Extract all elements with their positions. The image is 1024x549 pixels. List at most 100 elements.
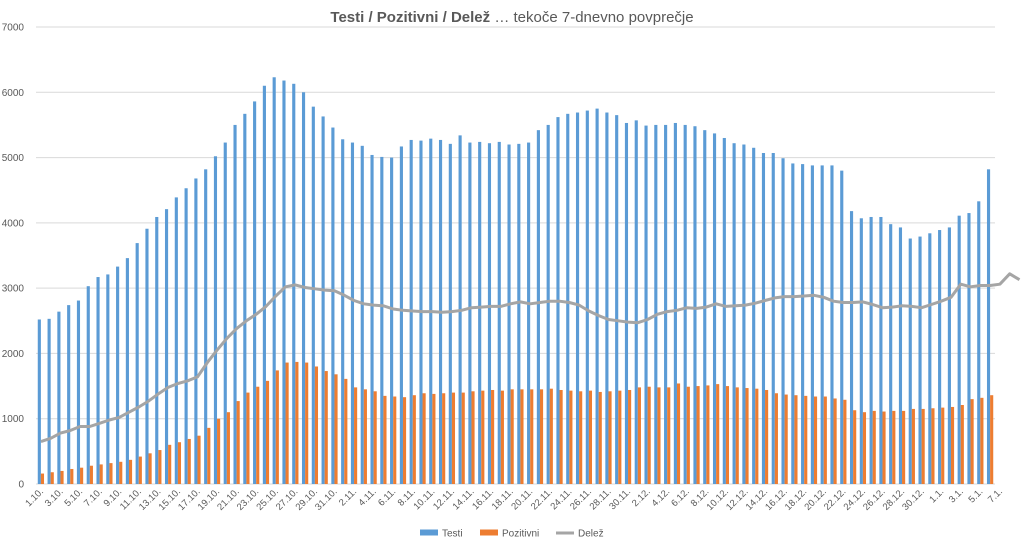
testi-bar <box>712 133 717 484</box>
testi-bar <box>223 142 227 484</box>
pozitivni-bar <box>853 410 857 484</box>
testi-bar <box>644 125 648 485</box>
pozitivni-bar <box>735 387 739 484</box>
pozitivni-bar <box>833 398 837 484</box>
legend-label: Pozitivni <box>502 529 539 540</box>
testi-bar <box>840 170 844 484</box>
chart-title: Testi / Pozitivni / Delež … tekoče 7-dne… <box>330 9 693 26</box>
testi-bar <box>634 120 638 484</box>
pozitivni-bar <box>520 389 524 484</box>
x-tick-label: 28.11. <box>588 486 614 512</box>
pozitivni-bar <box>412 395 416 484</box>
testi-bar <box>341 139 345 484</box>
testi-bar <box>527 142 531 484</box>
pozitivni-bar <box>442 393 446 484</box>
testi-bar <box>76 300 81 484</box>
testi-bar <box>928 233 932 484</box>
pozitivni-bar <box>500 390 504 484</box>
testi-bar <box>683 124 687 484</box>
legend-swatch <box>420 529 438 536</box>
pozitivni-bar <box>119 461 123 484</box>
testi-bar <box>350 142 355 484</box>
testi-bar <box>116 266 120 484</box>
testi-bar <box>145 228 149 484</box>
testi-bar <box>986 169 991 484</box>
testi-bar <box>96 277 100 484</box>
pozitivni-bar <box>588 390 593 484</box>
pozitivni-bar <box>539 389 544 484</box>
pozitivni-bar <box>70 468 74 484</box>
testi-bar <box>517 143 521 484</box>
testi-bar <box>575 112 580 484</box>
pozitivni-bar <box>902 410 906 484</box>
testi-bar <box>938 230 942 484</box>
pozitivni-bar <box>598 391 602 484</box>
x-tick-label: 4.11. <box>356 486 378 508</box>
pozitivni-bar <box>158 450 162 484</box>
testi-bar <box>732 143 736 485</box>
pozitivni-bar <box>950 406 955 484</box>
pozitivni-bar <box>990 395 994 484</box>
testi-bar <box>448 143 452 484</box>
testi-bar <box>947 227 951 485</box>
pozitivni-bar <box>422 393 426 484</box>
testi-bar <box>615 115 619 484</box>
pozitivni-bar <box>579 391 583 484</box>
testi-bar <box>390 157 394 485</box>
testi-bar <box>184 188 188 484</box>
testi-bar <box>370 154 374 484</box>
pozitivni-bar <box>373 391 377 484</box>
y-tick-label: 1000 <box>2 414 25 425</box>
testi-bar <box>967 213 971 485</box>
pozitivni-bar <box>637 387 641 484</box>
pozitivni-bar <box>657 387 661 484</box>
testi-bar <box>233 124 237 484</box>
pozitivni-bar <box>393 396 397 484</box>
pozitivni-bar <box>236 401 240 484</box>
testi-bar <box>791 163 795 484</box>
pozitivni-bar <box>89 465 93 484</box>
testi-bar <box>155 216 159 484</box>
pozitivni-bar <box>40 473 45 484</box>
x-tick-label: 7.10. <box>82 486 105 509</box>
pozitivni-bar <box>667 387 671 484</box>
testi-bar <box>253 101 257 484</box>
pozitivni-bar <box>510 389 514 484</box>
testi-bar <box>282 80 286 484</box>
testi-bar <box>859 218 863 484</box>
pozitivni-bar <box>970 399 974 484</box>
pozitivni-bar <box>295 361 299 484</box>
x-tick-label: 2.12. <box>630 486 653 509</box>
pozitivni-bar <box>451 392 456 484</box>
pozitivni-bar <box>60 470 64 484</box>
delež-line <box>40 272 1021 444</box>
x-tick-label: 5.1. <box>966 486 985 505</box>
testi-bar <box>742 144 746 484</box>
y-tick-label: 2000 <box>2 349 25 360</box>
testi-bar <box>125 258 129 484</box>
pozitivni-bar <box>862 412 867 484</box>
testi-bar <box>585 110 589 485</box>
testi-bar <box>360 145 364 484</box>
testi-bar <box>174 197 178 484</box>
pozitivni-bar <box>784 394 788 484</box>
testi-bar <box>918 236 922 484</box>
pozitivni-bar <box>716 384 720 484</box>
pozitivni-bar <box>481 390 485 484</box>
x-tick-label: 1.1. <box>927 486 946 505</box>
pozitivni-bar <box>285 362 289 484</box>
testi-bar <box>262 85 266 484</box>
pozitivni-bar <box>402 397 407 484</box>
pozitivni-bar <box>569 390 573 484</box>
pozitivni-bar <box>491 389 495 484</box>
x-tick-label: 6.12. <box>669 486 692 509</box>
pozitivni-bar <box>686 386 690 484</box>
testi-bar <box>801 164 805 484</box>
pozitivni-bar <box>80 467 84 484</box>
y-tick-label: 5000 <box>2 153 25 164</box>
pozitivni-bar <box>628 389 632 484</box>
testi-bar <box>399 146 403 485</box>
legend: Testi Pozitivni Delež <box>420 529 604 540</box>
x-tick-label: 1.10. <box>23 486 46 509</box>
